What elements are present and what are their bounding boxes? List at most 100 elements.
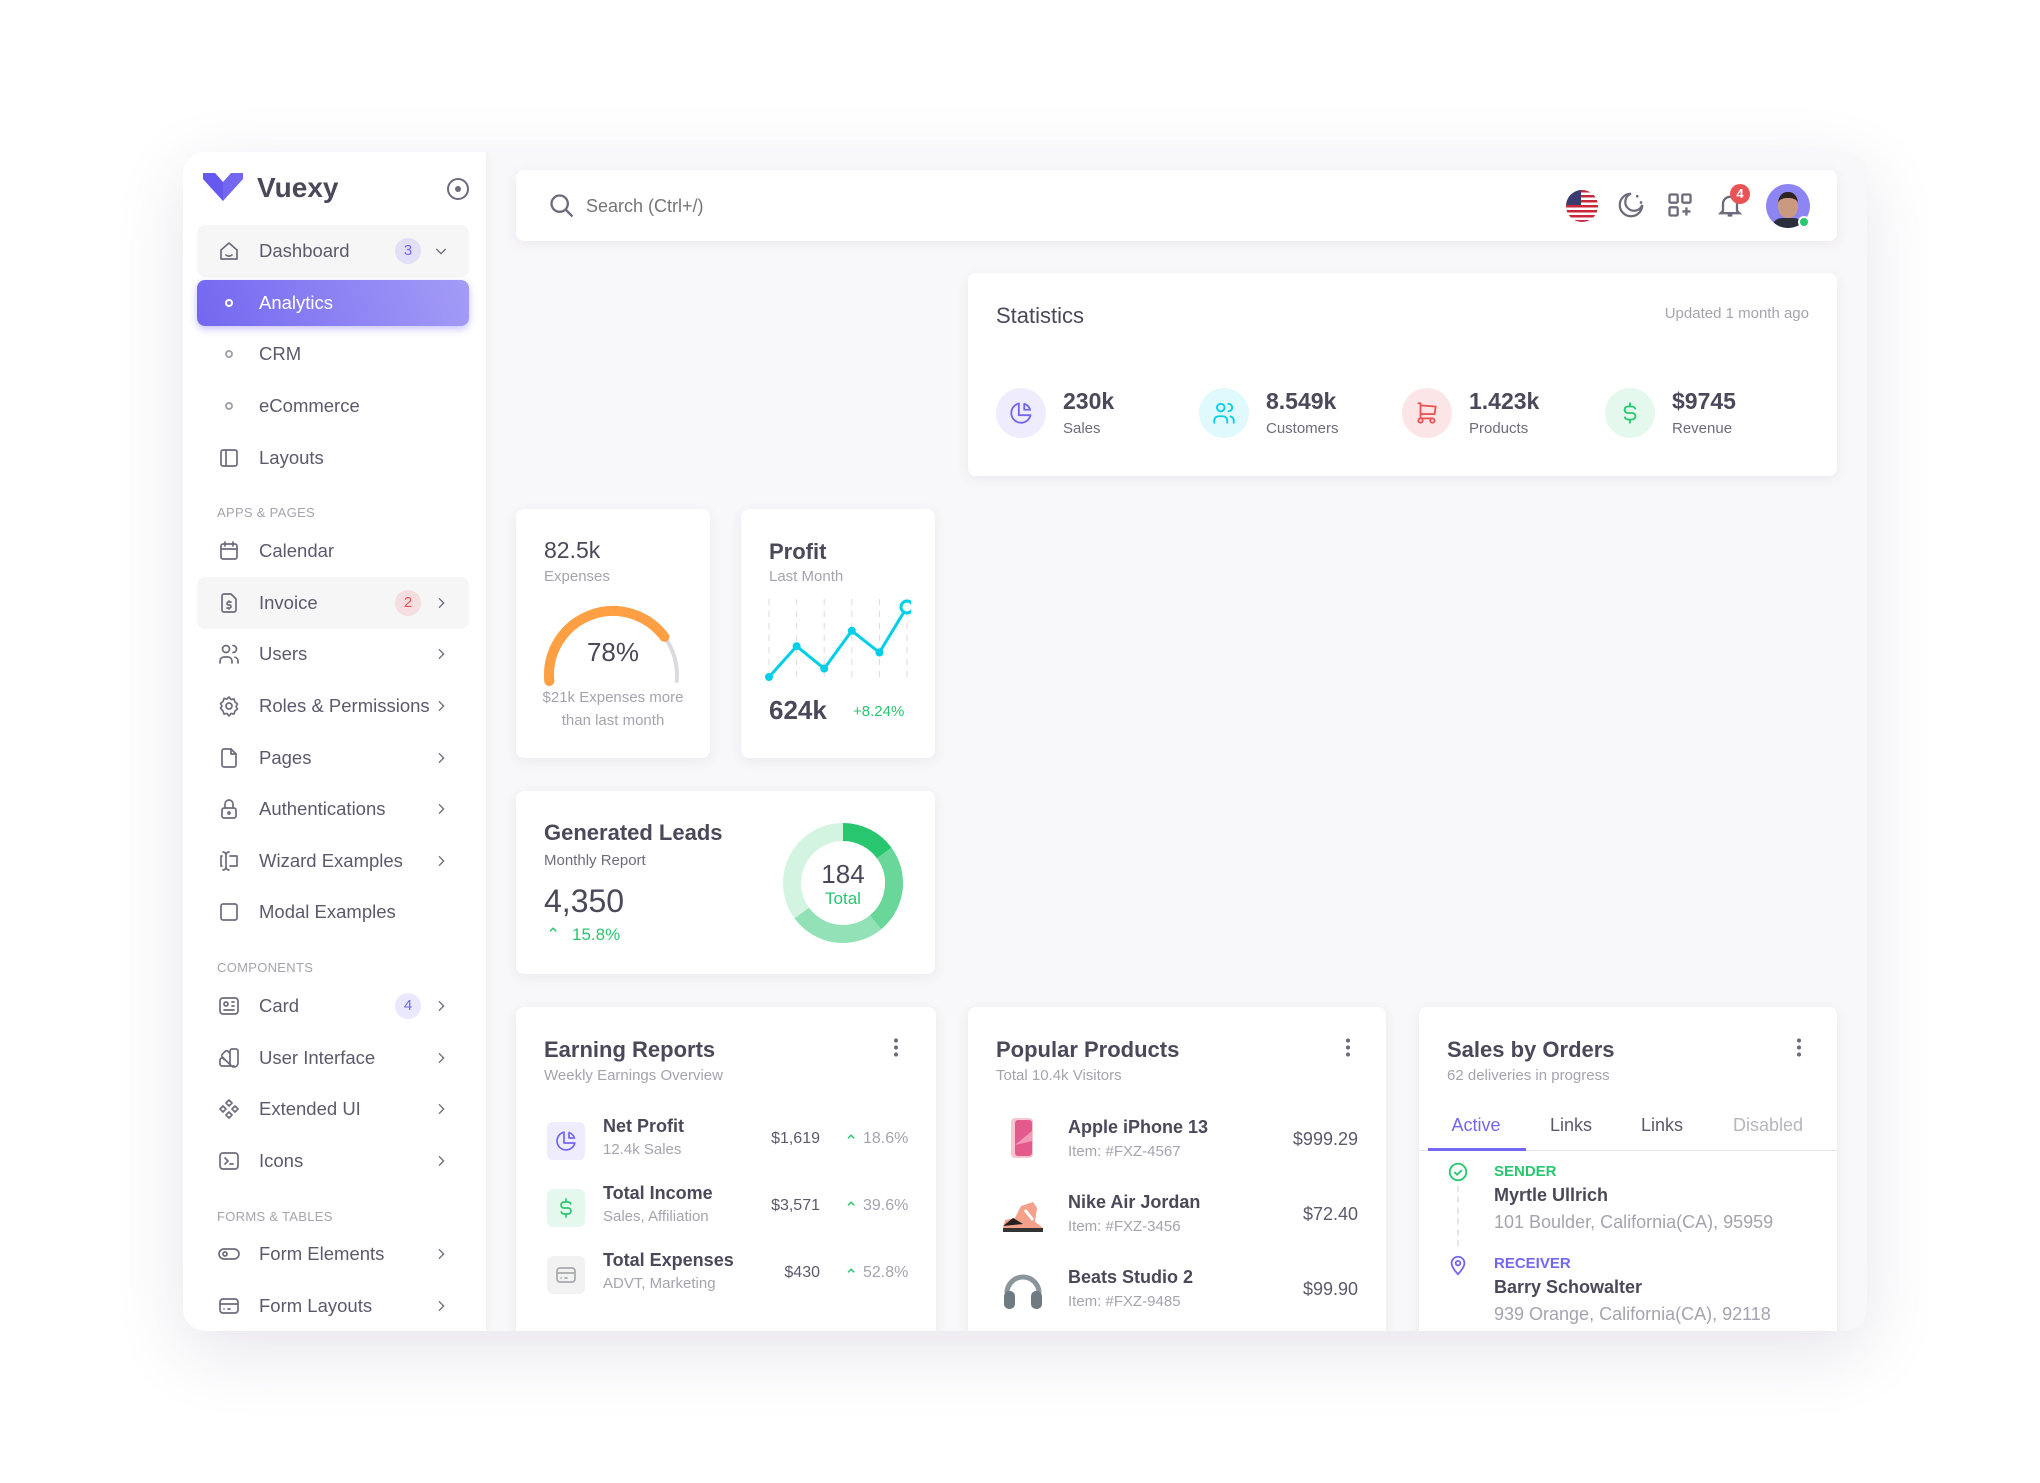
sidebar-item-extended-ui[interactable]: Extended UI bbox=[197, 1083, 469, 1135]
product-item-id: Item: #FXZ-3456 bbox=[1068, 1218, 1181, 1235]
chevron-up-icon: ⌃ bbox=[546, 925, 561, 944]
chevron-right-icon bbox=[438, 1103, 445, 1115]
sidebar-item-layouts[interactable]: Layouts bbox=[197, 432, 469, 484]
sidebar-section-header: FORMS & TABLES bbox=[217, 1208, 333, 1224]
logo[interactable]: Vuexy bbox=[203, 172, 338, 204]
icon-wrap bbox=[217, 539, 241, 563]
receiver-address: 939 Orange, California(CA), 92118 bbox=[1494, 1304, 1771, 1324]
lock-icon bbox=[221, 799, 237, 819]
expenses-value: 82.5k bbox=[544, 537, 601, 563]
statistics-title: Statistics bbox=[996, 303, 1085, 328]
profit-point bbox=[875, 648, 884, 657]
user-avatar[interactable] bbox=[1766, 184, 1810, 228]
icon-wrap bbox=[217, 446, 241, 470]
map-pin-icon bbox=[1450, 1255, 1466, 1276]
sidebar-item-card[interactable]: Card 4 bbox=[197, 980, 469, 1032]
app-name: Vuexy bbox=[257, 172, 339, 203]
top-navbar: 4 bbox=[516, 170, 1837, 241]
profit-point bbox=[792, 642, 801, 651]
more-vertical-icon[interactable] bbox=[894, 1037, 898, 1057]
shoe-image bbox=[1003, 1202, 1043, 1232]
leads-change: 15.8% bbox=[572, 925, 621, 944]
receiver-name: Barry Schowalter bbox=[1494, 1277, 1643, 1297]
tab-links-2[interactable]: Links bbox=[1640, 1115, 1684, 1135]
stat-label: Products bbox=[1469, 420, 1529, 437]
stat-value: $9745 bbox=[1672, 388, 1736, 414]
tab-links[interactable]: Links bbox=[1549, 1115, 1593, 1135]
profit-value: 624k bbox=[769, 695, 827, 725]
sidebar-item-form-elements[interactable]: Form Elements bbox=[197, 1229, 469, 1281]
credit-card-icon bbox=[219, 1298, 239, 1314]
earning-row-change: 52.8% bbox=[863, 1264, 909, 1281]
search-input[interactable] bbox=[586, 190, 1186, 222]
icon-wrap bbox=[217, 1097, 241, 1121]
sidebar-badge: 4 bbox=[395, 992, 421, 1019]
sales-by-orders-card: Sales by Orders 62 deliveries in progres… bbox=[1419, 1007, 1837, 1331]
product-price: $999.29 bbox=[1292, 1129, 1358, 1149]
sidebar-pin-toggle-icon[interactable] bbox=[447, 178, 469, 200]
earning-icon-box bbox=[547, 1122, 585, 1160]
sidebar-item-form-layouts[interactable]: Form Layouts bbox=[197, 1280, 469, 1331]
stat-label: Customers bbox=[1266, 420, 1339, 437]
icon-wrap bbox=[217, 994, 241, 1018]
sidebar: Vuexy Dashboard 3 Analytics CRM eCommerce Lay… bbox=[183, 152, 486, 1331]
sidebar-item-label: Roles & Permissions bbox=[259, 694, 430, 716]
sidebar-item-label: CRM bbox=[259, 343, 302, 365]
sidebar-section-header: APPS & PAGES bbox=[217, 505, 316, 521]
sidebar-item-calendar[interactable]: Calendar bbox=[197, 525, 469, 577]
sidebar-item-ecommerce[interactable]: eCommerce bbox=[197, 380, 469, 432]
profit-subtitle: Last Month bbox=[769, 568, 844, 585]
sales-icon-circle bbox=[996, 388, 1046, 438]
profit-point bbox=[899, 599, 911, 615]
leads-title: Generated Leads bbox=[544, 820, 723, 845]
donut-segment bbox=[842, 823, 892, 859]
moon-stars-icon[interactable] bbox=[1616, 190, 1646, 220]
icon-wrap bbox=[217, 1242, 241, 1266]
sidebar-item-wizard-examples[interactable]: Wizard Examples bbox=[197, 835, 469, 887]
sidebar-item-label: Icons bbox=[259, 1149, 304, 1171]
chevron-right-icon bbox=[438, 1155, 445, 1166]
icon-wrap bbox=[217, 642, 241, 666]
more-vertical-icon[interactable] bbox=[1797, 1037, 1801, 1057]
icon-wrap bbox=[217, 900, 241, 924]
chevron-right-icon bbox=[438, 855, 445, 866]
profit-point bbox=[820, 664, 829, 673]
icon-wrap bbox=[217, 1294, 241, 1318]
expenses-label: Expenses bbox=[544, 568, 610, 585]
sidebar-item-label: Layouts bbox=[259, 446, 324, 468]
earning-row-sub: 12.4k Sales bbox=[603, 1141, 682, 1158]
tab-active[interactable]: Active bbox=[1451, 1115, 1501, 1135]
chevron-down-icon bbox=[435, 248, 447, 255]
sidebar-item-pages[interactable]: Pages bbox=[197, 732, 469, 784]
icon-wrap bbox=[217, 591, 241, 615]
earning-icon-box bbox=[547, 1189, 585, 1227]
sidebar-item-dashboard[interactable]: Dashboard 3 bbox=[197, 225, 469, 277]
settings-icon bbox=[219, 696, 239, 717]
sidebar-item-label: Invoice bbox=[259, 591, 318, 613]
apps-grid-icon[interactable] bbox=[1666, 191, 1694, 219]
color-swatch-icon bbox=[219, 1047, 239, 1068]
language-flag-icon[interactable] bbox=[1566, 190, 1598, 222]
popular-subtitle: Total 10.4k Visitors bbox=[996, 1067, 1122, 1084]
sidebar-item-icons[interactable]: Icons bbox=[197, 1135, 469, 1187]
leads-value: 4,350 bbox=[544, 883, 625, 919]
receiver-label: RECEIVER bbox=[1494, 1255, 1571, 1272]
sidebar-item-authentications[interactable]: Authentications bbox=[197, 783, 469, 835]
sidebar-item-analytics[interactable]: Analytics bbox=[197, 279, 469, 326]
calendar-icon bbox=[220, 541, 238, 561]
sidebar-item-modal-examples[interactable]: Modal Examples bbox=[197, 887, 469, 939]
donut-segment bbox=[783, 823, 844, 919]
profit-title: Profit bbox=[769, 539, 827, 564]
sidebar-item-user-interface[interactable]: User Interface bbox=[197, 1032, 469, 1084]
donut-label: Total bbox=[825, 889, 861, 908]
more-vertical-icon[interactable] bbox=[1346, 1037, 1350, 1057]
timeline-connector bbox=[1457, 1186, 1459, 1246]
sidebar-item-crm[interactable]: CRM bbox=[197, 329, 469, 381]
sidebar-item-invoice[interactable]: Invoice 2 bbox=[197, 576, 469, 629]
customers-icon-circle bbox=[1199, 388, 1249, 438]
profit-line-chart bbox=[765, 599, 911, 683]
sidebar-item-roles-permissions[interactable]: Roles & Permissions bbox=[197, 680, 469, 732]
sidebar-item-users[interactable]: Users bbox=[197, 629, 469, 681]
sidebar-item-label: Modal Examples bbox=[259, 901, 396, 923]
search-icon[interactable] bbox=[548, 192, 576, 220]
